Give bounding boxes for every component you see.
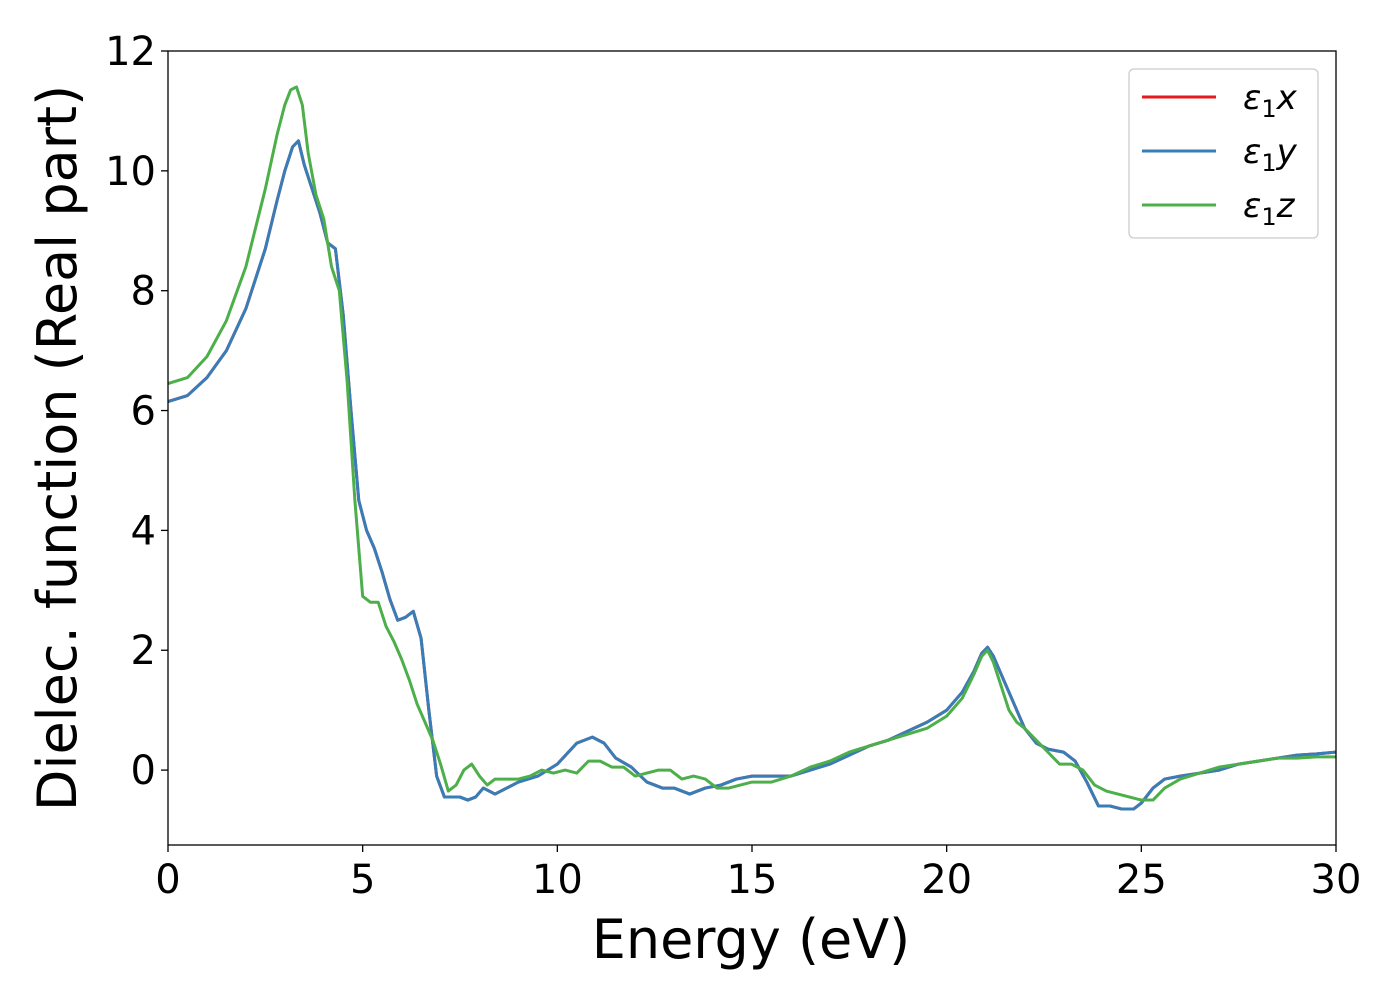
- y-tick-label: 8: [131, 269, 156, 315]
- y-tick-label: 10: [105, 149, 156, 195]
- y-tick-label: 4: [131, 508, 156, 554]
- x-tick-label: 10: [532, 857, 583, 903]
- y-tick-label: 0: [131, 748, 156, 794]
- x-tick-label: 0: [155, 857, 180, 903]
- x-tick-label: 25: [1116, 857, 1167, 903]
- x-tick-label: 30: [1311, 857, 1362, 903]
- y-axis-label: Dielec. function (Real part): [26, 85, 89, 811]
- legend: ε1x ε1y ε1z: [1128, 68, 1319, 239]
- legend-label-y: ε1y: [1243, 132, 1298, 177]
- series-line-z: [168, 85, 1336, 802]
- legend-box: [1128, 68, 1319, 239]
- y-tick-label: 6: [131, 389, 156, 435]
- x-axis-label: Energy (eV): [592, 908, 911, 971]
- x-tick-label: 15: [727, 857, 778, 903]
- series-line-x: [168, 139, 1336, 811]
- x-axis: 0 5 10 15 20 25 30: [155, 845, 1361, 903]
- y-tick-label: 12: [105, 29, 156, 75]
- y-axis: 0 2 4 6 8 10 12: [105, 29, 168, 794]
- legend-label-z: ε1z: [1243, 186, 1296, 231]
- x-tick-label: 20: [921, 857, 972, 903]
- y-tick-label: 2: [131, 628, 156, 674]
- series-line-y: [168, 139, 1336, 811]
- x-tick-label: 5: [350, 857, 375, 903]
- legend-label-x: ε1x: [1243, 78, 1298, 123]
